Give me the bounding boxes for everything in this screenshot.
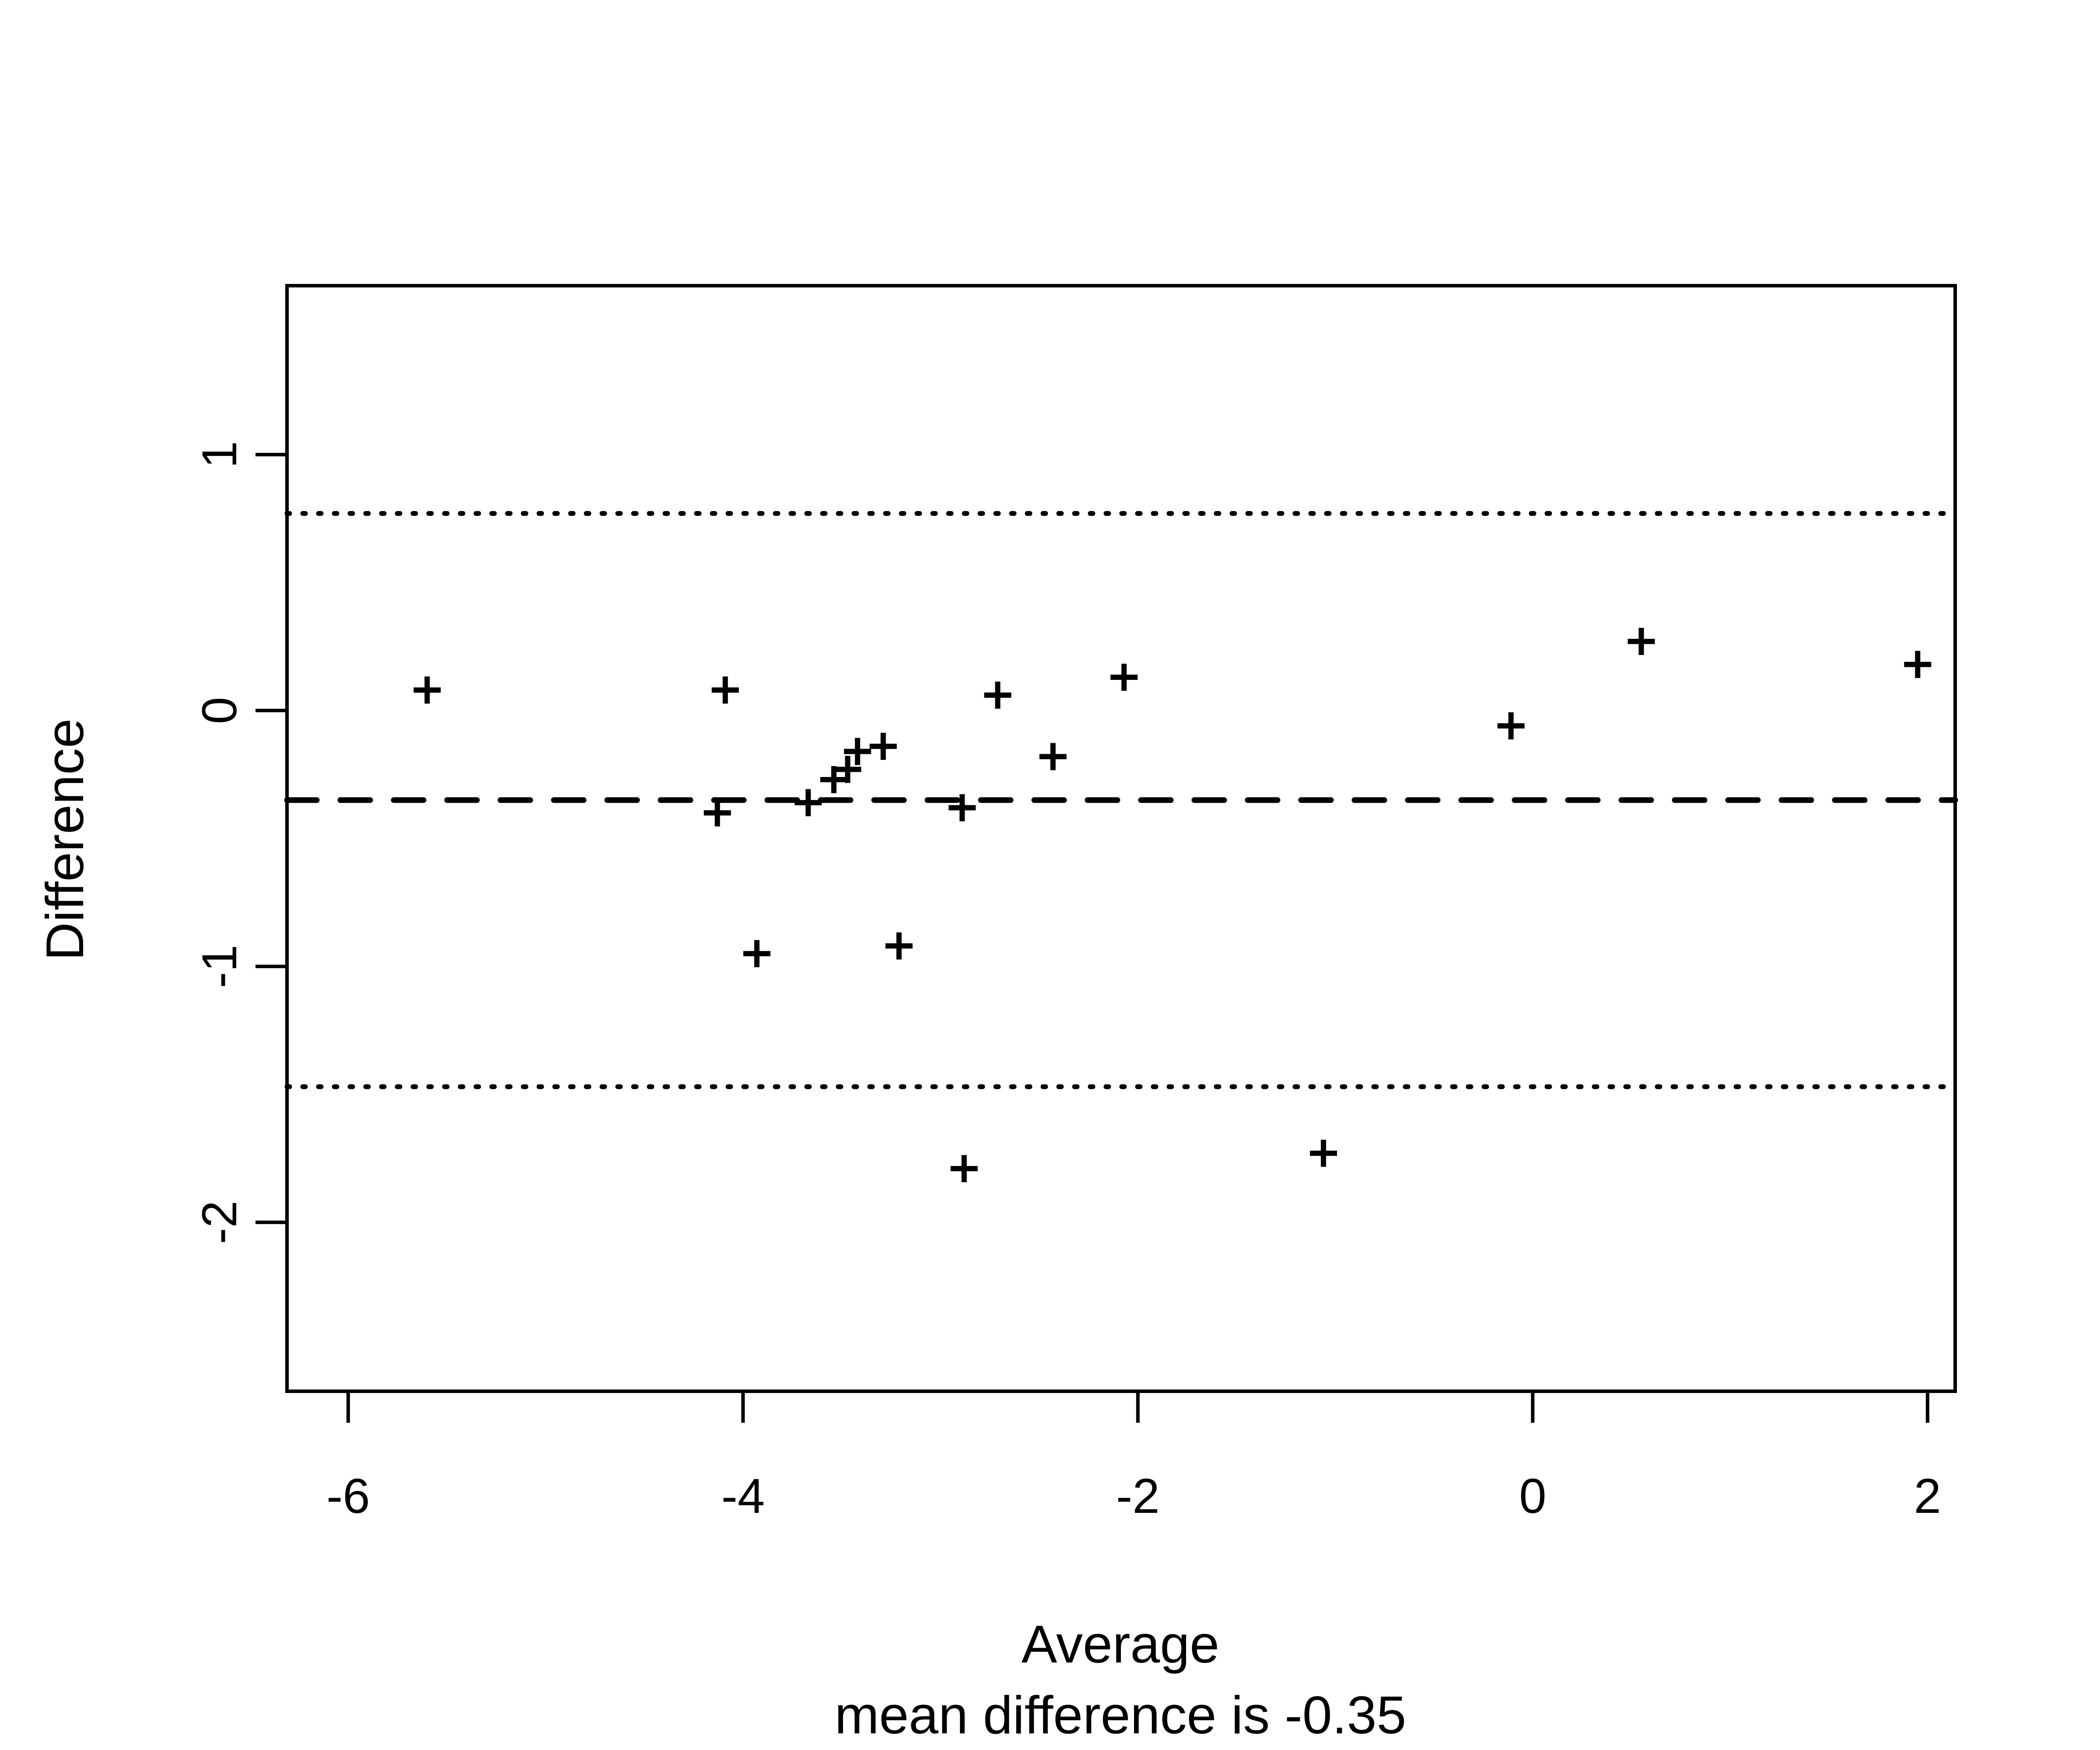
x-axis-subtitle: mean difference is -0.35	[835, 1685, 1407, 1745]
x-axis-title: Average	[1022, 1614, 1219, 1674]
data-point-marker	[1497, 712, 1525, 740]
data-point-marker	[704, 799, 731, 826]
data-point-marker	[1310, 1139, 1337, 1167]
data-point-marker	[885, 932, 913, 960]
x-axis-tick-label: 2	[1914, 1469, 1941, 1523]
data-point-marker	[820, 766, 847, 793]
x-axis-tick-label: -2	[1116, 1469, 1160, 1523]
x-axis-tick-label: 0	[1519, 1469, 1546, 1523]
data-point-marker	[1039, 743, 1067, 770]
data-point-marker	[413, 676, 441, 704]
x-axis-tick-label: -4	[721, 1469, 765, 1523]
data-point-marker	[743, 940, 770, 967]
data-point-marker	[834, 756, 861, 783]
data-point-marker	[1628, 628, 1655, 655]
y-axis-tick-label: 1	[192, 441, 247, 468]
y-axis-tick-label: -2	[192, 1200, 247, 1244]
data-point-marker	[1110, 663, 1138, 691]
y-axis-title: Difference	[35, 718, 94, 961]
data-point-marker	[950, 1155, 978, 1183]
data-point-marker	[948, 794, 976, 822]
data-point-marker	[844, 738, 872, 765]
y-axis-tick-label: -1	[192, 945, 247, 988]
plot-dynamic-layer: -6 -4 -2 0 2 -2 -1 0 1	[192, 284, 1958, 1523]
data-point-marker	[984, 681, 1012, 709]
plot-box	[285, 284, 1957, 1393]
data-point-marker	[1904, 651, 1932, 678]
x-axis-tick-label: -6	[326, 1469, 370, 1523]
data-point-marker	[869, 732, 897, 760]
data-point-marker	[794, 789, 822, 816]
y-axis-tick-label: 0	[192, 697, 247, 724]
data-point-marker	[711, 676, 739, 704]
